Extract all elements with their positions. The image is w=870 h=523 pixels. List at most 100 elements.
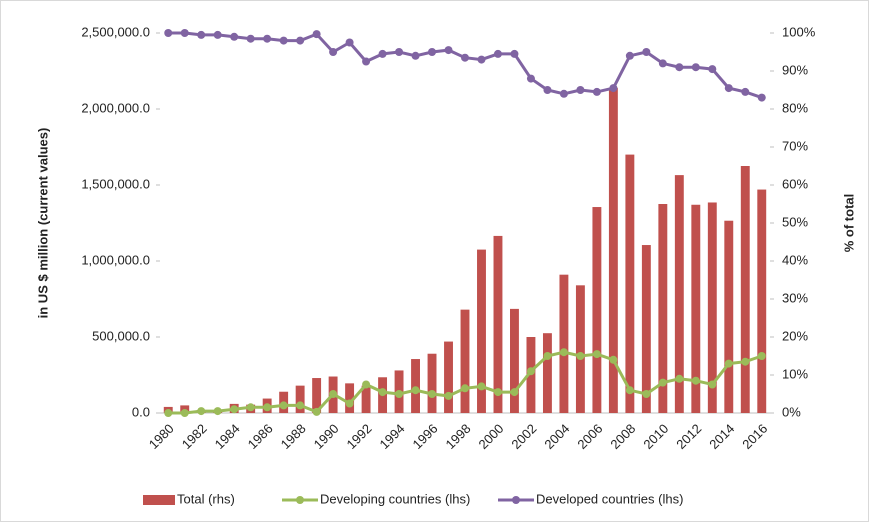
marker xyxy=(461,53,469,62)
legend-marker xyxy=(512,496,520,504)
marker xyxy=(526,74,535,83)
marker xyxy=(279,36,288,45)
marker xyxy=(213,30,222,39)
marker xyxy=(395,390,404,398)
bar xyxy=(658,204,668,413)
marker xyxy=(625,386,634,395)
y2-tick-label: 50% xyxy=(782,214,808,229)
marker xyxy=(180,29,189,37)
marker xyxy=(658,59,667,68)
marker xyxy=(526,367,535,376)
marker xyxy=(411,51,420,60)
marker xyxy=(510,388,519,397)
bar xyxy=(345,383,355,413)
bar xyxy=(575,285,585,413)
bar xyxy=(427,353,437,413)
marker xyxy=(510,49,519,58)
marker xyxy=(180,409,189,417)
bar xyxy=(295,385,305,413)
y-tick-label: 1,000,000.0 xyxy=(81,252,150,267)
bar xyxy=(707,202,717,413)
marker xyxy=(543,352,552,360)
marker xyxy=(642,390,651,398)
marker xyxy=(675,63,684,72)
bar xyxy=(411,359,420,413)
marker xyxy=(691,63,700,72)
marker xyxy=(395,48,404,56)
marker xyxy=(164,29,173,37)
marker xyxy=(493,49,502,58)
marker xyxy=(312,407,321,416)
bar xyxy=(592,207,602,413)
bar xyxy=(691,204,701,413)
marker xyxy=(345,399,354,408)
legend-label: Total (rhs) xyxy=(177,491,235,506)
marker xyxy=(675,374,684,383)
y-tick-label: 500,000.0 xyxy=(92,328,150,343)
marker xyxy=(197,407,206,416)
y2-tick-label: 10% xyxy=(782,366,808,381)
marker xyxy=(741,87,750,96)
bar xyxy=(559,274,569,413)
marker xyxy=(296,36,305,45)
marker xyxy=(296,401,305,410)
marker xyxy=(230,405,239,414)
legend-label: Developing countries (lhs) xyxy=(320,491,470,506)
marker xyxy=(378,388,387,397)
marker xyxy=(197,30,206,39)
marker xyxy=(592,350,601,359)
bar xyxy=(477,249,486,413)
marker xyxy=(246,34,255,43)
y-tick-label: 1,500,000.0 xyxy=(81,176,150,191)
y2-tick-label: 30% xyxy=(782,290,808,305)
marker xyxy=(757,352,766,360)
marker xyxy=(724,84,733,93)
y2-tick-label: 100% xyxy=(782,24,816,39)
marker xyxy=(757,93,766,102)
marker xyxy=(279,401,288,410)
y-tick-label: 2,500,000.0 xyxy=(81,24,150,39)
bar xyxy=(608,87,618,413)
marker xyxy=(592,87,601,96)
marker xyxy=(559,89,568,98)
bar xyxy=(757,189,767,413)
y2-axis-title: % of total xyxy=(841,194,856,253)
marker xyxy=(428,390,437,398)
marker xyxy=(444,46,453,55)
marker xyxy=(411,386,420,395)
y2-tick-label: 20% xyxy=(782,328,808,343)
bar xyxy=(674,175,684,413)
marker xyxy=(658,378,667,387)
marker xyxy=(625,51,634,60)
y-tick-label: 2,000,000.0 xyxy=(81,100,150,115)
marker xyxy=(263,403,272,412)
marker xyxy=(444,391,453,400)
marker xyxy=(477,382,486,391)
legend-swatch xyxy=(143,495,175,505)
marker xyxy=(576,352,585,360)
marker xyxy=(708,380,717,389)
bar xyxy=(641,245,651,413)
bar xyxy=(312,378,322,413)
marker xyxy=(576,86,585,94)
bar xyxy=(361,385,371,413)
y2-tick-label: 40% xyxy=(782,252,808,267)
marker xyxy=(378,49,387,58)
y2-tick-label: 90% xyxy=(782,62,808,77)
marker xyxy=(345,38,354,47)
marker xyxy=(329,390,338,398)
y-tick-label: 0.0 xyxy=(132,404,150,419)
marker xyxy=(263,34,272,43)
marker xyxy=(691,376,700,385)
y2-tick-label: 80% xyxy=(782,100,808,115)
marker xyxy=(428,48,437,56)
marker xyxy=(543,86,552,94)
marker xyxy=(246,403,255,412)
marker xyxy=(493,388,502,397)
legend-marker xyxy=(296,496,304,504)
marker xyxy=(362,380,371,389)
marker xyxy=(164,409,173,417)
marker xyxy=(213,407,222,416)
